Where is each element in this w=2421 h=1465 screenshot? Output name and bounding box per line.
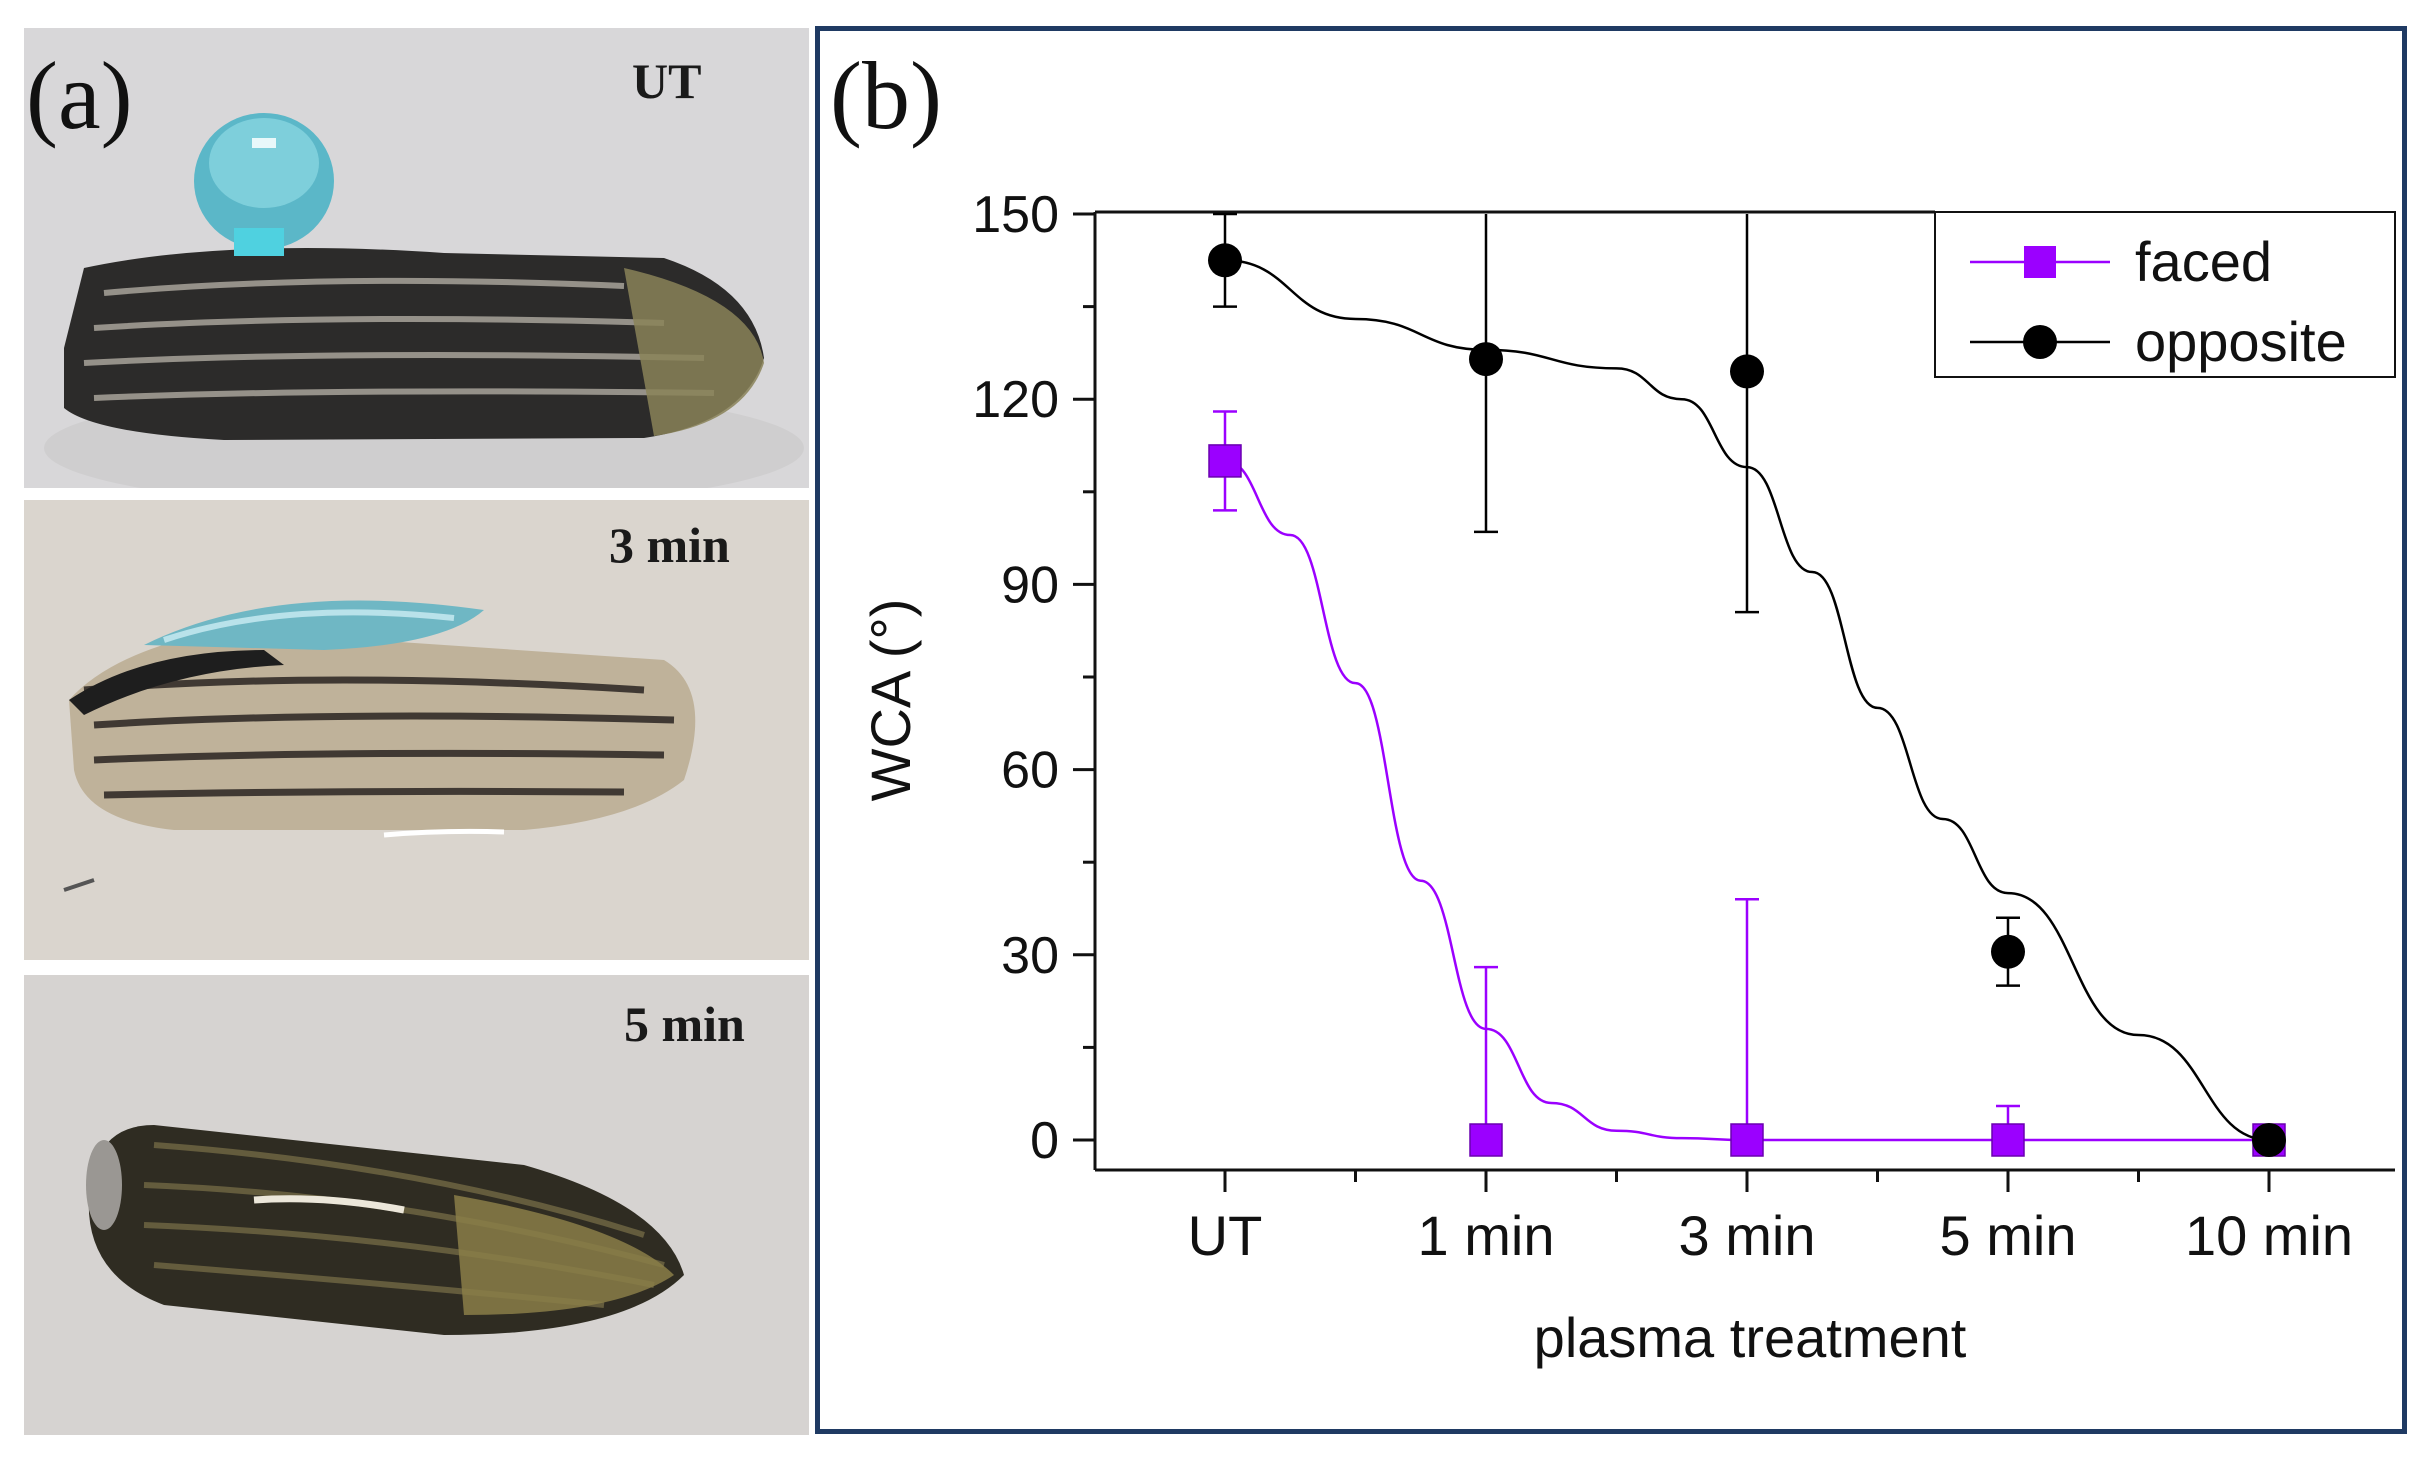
x-tick-label: 1 min — [1418, 1204, 1555, 1267]
fit-curve-opposite — [1224, 259, 2270, 1142]
point-opposite — [1991, 934, 2025, 969]
photo-label-ut: UT — [632, 53, 702, 109]
y-tick-label: 150 — [972, 186, 1059, 244]
y-tick-label: 120 — [972, 371, 1059, 429]
fit-curve-faced — [1224, 459, 2269, 1142]
y-tick-label: 0 — [1030, 1112, 1059, 1170]
panel-a: UT 3 min — [0, 0, 815, 1465]
point-faced — [1469, 1123, 1503, 1157]
x-tick-label: 10 min — [2185, 1204, 2353, 1267]
point-faced — [1991, 1123, 2025, 1157]
x-tick-label: UT — [1188, 1204, 1263, 1267]
x-tick-label: 5 min — [1940, 1204, 2077, 1267]
panel-b-frame — [815, 26, 2407, 1434]
legend-label-faced: faced — [2135, 230, 2272, 293]
point-faced — [1730, 1123, 1764, 1157]
point-opposite — [2252, 1123, 2286, 1157]
y-tick-label: 60 — [1001, 742, 1059, 800]
photo-3min-seed: 3 min — [24, 500, 809, 960]
panel-b-label: (b) — [830, 42, 942, 149]
photo-label-3min: 3 min — [609, 517, 730, 573]
panel-a-label: (a) — [26, 42, 133, 149]
point-opposite — [1208, 243, 1242, 278]
photo-untreated-seed: UT — [24, 28, 809, 488]
y-axis-title: WCA (°) — [859, 599, 922, 802]
photo-5min-seed: 5 min — [24, 975, 809, 1435]
legend-label-opposite: opposite — [2135, 310, 2347, 373]
legend-marker-opposite — [2023, 325, 2057, 359]
y-tick-label: 90 — [1001, 556, 1059, 614]
point-opposite — [1730, 354, 1764, 389]
y-tick-label: 30 — [1001, 927, 1059, 985]
photo-label-5min: 5 min — [624, 996, 745, 1052]
point-opposite — [1469, 342, 1503, 377]
legend-box — [1934, 211, 2396, 378]
x-axis-title: plasma treatment — [1534, 1306, 1967, 1369]
point-faced — [1208, 444, 1242, 478]
x-tick-label: 3 min — [1679, 1204, 1816, 1267]
legend-marker-faced — [2024, 246, 2056, 278]
